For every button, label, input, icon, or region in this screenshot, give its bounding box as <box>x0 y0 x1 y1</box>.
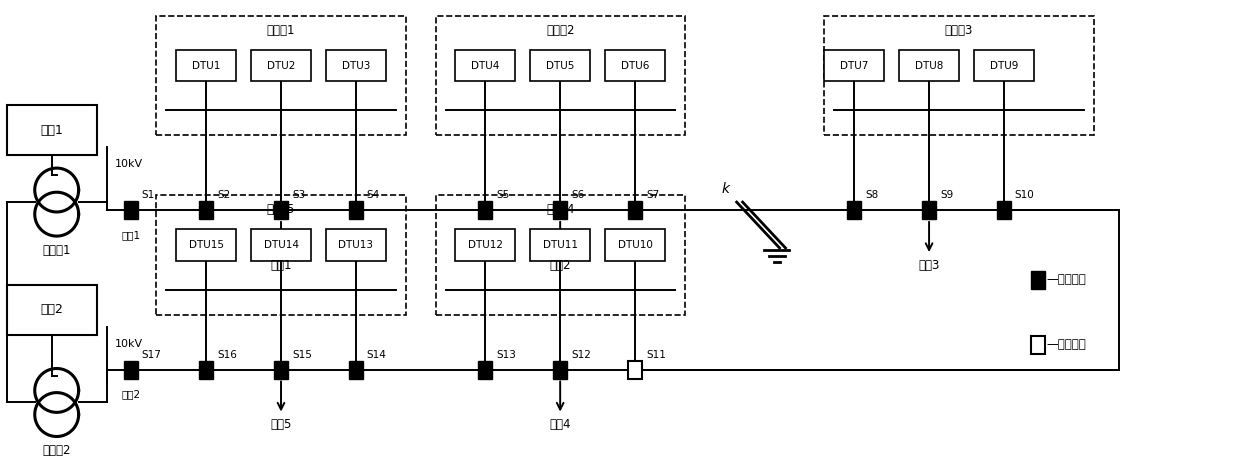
Text: S5: S5 <box>497 190 509 200</box>
Text: S14: S14 <box>367 350 387 359</box>
Text: DTU11: DTU11 <box>543 240 577 250</box>
Text: 环网柜1: 环网柜1 <box>266 24 295 37</box>
Bar <box>628 201 642 219</box>
Bar <box>530 50 590 81</box>
Text: S7: S7 <box>646 190 659 200</box>
Bar <box>456 229 515 261</box>
Bar <box>1031 336 1044 354</box>
Text: 环网柜5: 环网柜5 <box>266 203 295 216</box>
Bar <box>824 50 885 81</box>
Bar <box>199 201 213 219</box>
Text: S17: S17 <box>141 350 161 359</box>
Bar <box>156 195 405 315</box>
Bar <box>349 201 363 219</box>
Bar <box>436 195 685 315</box>
Bar <box>252 50 311 81</box>
Text: S13: S13 <box>497 350 517 359</box>
Text: S12: S12 <box>571 350 591 359</box>
Text: 环网柜2: 环网柜2 <box>546 24 575 37</box>
Bar <box>176 50 237 81</box>
Text: DTU5: DTU5 <box>546 60 575 71</box>
Text: S4: S4 <box>367 190 380 200</box>
Text: —分段开关: —分段开关 <box>1047 273 1087 286</box>
Text: 负药2: 负药2 <box>549 259 571 272</box>
Bar <box>922 201 935 219</box>
Bar <box>7 285 97 335</box>
Bar <box>997 201 1011 219</box>
Text: 负药3: 负药3 <box>918 259 939 272</box>
Bar <box>530 229 590 261</box>
Bar <box>553 201 567 219</box>
Text: DTU8: DTU8 <box>914 60 943 71</box>
Text: S3: S3 <box>292 190 305 200</box>
Text: S1: S1 <box>141 190 155 200</box>
Text: S11: S11 <box>646 350 665 359</box>
Text: 主站1: 主站1 <box>40 124 63 137</box>
Text: DTU7: DTU7 <box>840 60 869 71</box>
Text: DTU12: DTU12 <box>468 240 503 250</box>
Bar <box>900 50 959 81</box>
Text: DTU15: DTU15 <box>188 240 224 250</box>
Text: 负药1: 负药1 <box>270 259 291 272</box>
Bar <box>478 361 492 379</box>
Text: 变电站1: 变电站1 <box>42 244 71 257</box>
Bar <box>274 361 287 379</box>
Bar <box>349 361 363 379</box>
Text: DTU6: DTU6 <box>621 60 649 71</box>
Text: 负药5: 负药5 <box>270 418 291 432</box>
Bar <box>824 16 1094 135</box>
Text: 环网柜3: 环网柜3 <box>945 24 973 37</box>
Bar <box>974 50 1033 81</box>
Text: DTU1: DTU1 <box>192 60 221 71</box>
Text: 主站2: 主站2 <box>40 303 63 316</box>
Text: DTU10: DTU10 <box>617 240 653 250</box>
Text: S6: S6 <box>571 190 585 200</box>
Bar <box>124 201 139 219</box>
Bar <box>478 201 492 219</box>
Text: DTU9: DTU9 <box>990 60 1018 71</box>
Text: S15: S15 <box>292 350 312 359</box>
Text: 10kV: 10kV <box>114 339 142 349</box>
Bar <box>252 229 311 261</box>
Bar <box>124 361 139 379</box>
Text: S9: S9 <box>940 190 953 200</box>
Bar <box>156 16 405 135</box>
Text: S2: S2 <box>217 190 230 200</box>
Text: DTU2: DTU2 <box>266 60 295 71</box>
Text: $k$: $k$ <box>721 181 732 196</box>
Bar <box>628 361 642 379</box>
Bar <box>274 201 287 219</box>
Bar <box>326 50 385 81</box>
Bar <box>7 106 97 155</box>
Text: S16: S16 <box>217 350 237 359</box>
Text: 变电站2: 变电站2 <box>42 445 71 458</box>
Bar <box>553 361 567 379</box>
Text: S8: S8 <box>865 190 878 200</box>
Text: 锁线2: 锁线2 <box>121 390 141 399</box>
Bar <box>847 201 861 219</box>
Bar <box>436 16 685 135</box>
Text: DTU14: DTU14 <box>264 240 299 250</box>
Bar <box>605 229 665 261</box>
Text: 10kV: 10kV <box>114 159 142 169</box>
Text: DTU3: DTU3 <box>342 60 370 71</box>
Text: —联络开关: —联络开关 <box>1047 338 1087 351</box>
Text: S10: S10 <box>1015 190 1035 200</box>
Text: 负药4: 负药4 <box>549 418 571 432</box>
Bar <box>1031 271 1044 289</box>
Bar <box>176 229 237 261</box>
Bar <box>326 229 385 261</box>
Text: 环网柜4: 环网柜4 <box>546 203 575 216</box>
Text: DTU13: DTU13 <box>338 240 373 250</box>
Text: 锁线1: 锁线1 <box>121 230 141 240</box>
Text: DTU4: DTU4 <box>471 60 499 71</box>
Bar <box>605 50 665 81</box>
Bar <box>456 50 515 81</box>
Bar <box>199 361 213 379</box>
